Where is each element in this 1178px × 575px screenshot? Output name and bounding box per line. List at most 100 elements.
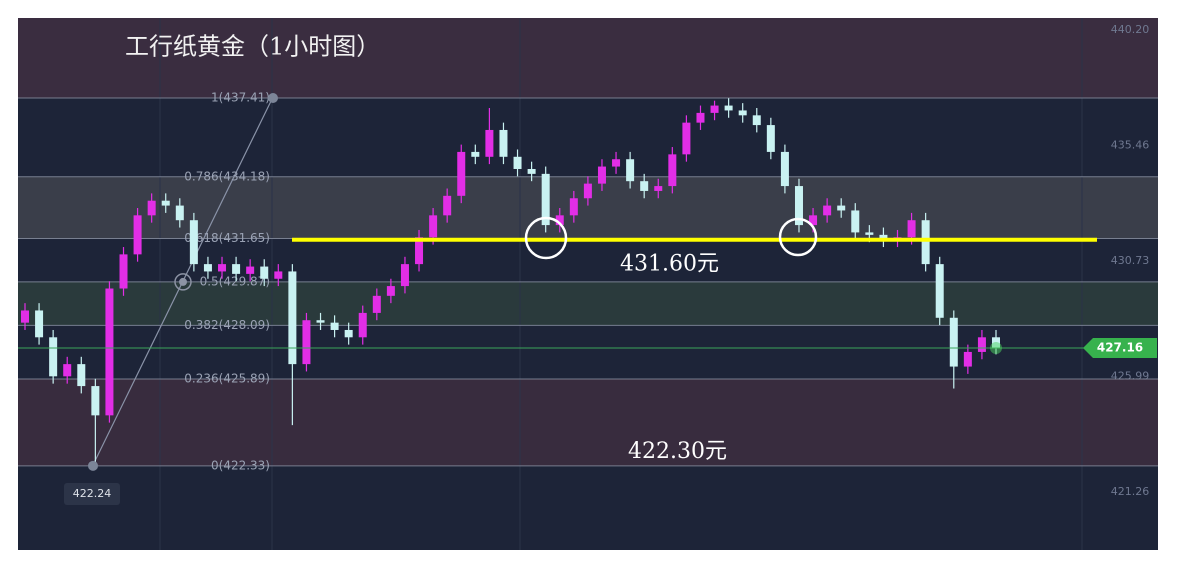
- chart-title: 工行纸黄金（1小时图）: [125, 33, 380, 61]
- anchor-dot: [174, 273, 192, 291]
- candle-body: [626, 159, 635, 182]
- anchor-dot: [268, 93, 278, 104]
- candle-body: [302, 320, 311, 365]
- fib-label: 0.5(429.87): [200, 274, 270, 288]
- candle-body: [752, 115, 761, 126]
- low-marker-box: [64, 483, 120, 506]
- candle-body: [794, 186, 803, 226]
- candle-body: [977, 337, 986, 352]
- candle-body: [415, 237, 424, 265]
- anchor-dot: [88, 460, 98, 471]
- candle-body: [766, 125, 775, 152]
- candle-body: [724, 105, 733, 111]
- candle-body: [865, 232, 874, 235]
- candle-body: [372, 295, 381, 313]
- price-tag: [1083, 338, 1157, 359]
- candle-body: [738, 110, 747, 116]
- fib-label: 0(422.33): [211, 458, 270, 472]
- y-tick-label: 435.46: [1111, 139, 1150, 152]
- support-label: 431.60元: [620, 252, 719, 277]
- candle-body: [583, 183, 592, 199]
- candle-body: [612, 159, 621, 167]
- candle-body: [232, 264, 241, 274]
- candle-body: [175, 205, 184, 221]
- candle-body: [457, 151, 466, 196]
- candle-body: [569, 198, 578, 216]
- anchor-dot: [179, 277, 187, 286]
- price-tag-label: 427.16: [1097, 341, 1143, 355]
- candle-body: [640, 181, 649, 191]
- candle-body: [344, 329, 353, 338]
- candle-body: [203, 264, 212, 272]
- candle-body: [147, 200, 156, 216]
- candle-body: [710, 105, 719, 113]
- candle-body: [696, 112, 705, 123]
- y-tick-label: 440.20: [1111, 23, 1150, 36]
- candle-body: [499, 129, 508, 157]
- candle-body: [921, 220, 930, 265]
- candle-body: [949, 317, 958, 367]
- candle-body: [527, 168, 536, 174]
- highlight-circle: [524, 216, 568, 260]
- candle-body: [133, 215, 142, 255]
- low-marker: 422.24: [73, 487, 112, 500]
- y-tick-label: 430.73: [1111, 254, 1150, 267]
- band: [18, 18, 1158, 99]
- candle-body: [161, 200, 170, 206]
- candle-body: [780, 151, 789, 187]
- candle-body: [541, 173, 550, 226]
- candle-body: [935, 264, 944, 318]
- candle-body: [654, 186, 663, 191]
- candle-body: [77, 364, 86, 387]
- band: [18, 379, 1158, 466]
- candle-body: [837, 205, 846, 211]
- candle-body: [879, 234, 888, 240]
- candle-body: [35, 310, 44, 338]
- candle-body: [49, 337, 58, 377]
- candle-body: [189, 220, 198, 265]
- candle-body: [597, 166, 606, 184]
- candle-body: [513, 156, 522, 169]
- band: [18, 238, 1158, 282]
- candle-body: [668, 154, 677, 187]
- candle-body: [851, 210, 860, 233]
- candle-body: [218, 264, 227, 272]
- candle-body: [429, 215, 438, 238]
- band: [18, 465, 1158, 550]
- current-price-dot: [990, 342, 1002, 355]
- candle-body: [119, 254, 128, 289]
- candle-body: [246, 266, 255, 274]
- candle-body: [358, 312, 367, 338]
- candle-body: [260, 266, 269, 279]
- candle-body: [823, 205, 832, 216]
- candle-body: [400, 264, 409, 287]
- candle-body: [386, 286, 395, 296]
- band: [18, 281, 1158, 326]
- fib-label: 0.618(431.65): [184, 231, 270, 245]
- candle-body: [316, 320, 325, 323]
- band: [18, 98, 1158, 177]
- y-tick-label: 421.26: [1111, 485, 1150, 498]
- candle-body: [682, 122, 691, 155]
- candle-body: [907, 220, 916, 238]
- candle-body: [330, 322, 339, 330]
- candle-body: [471, 151, 480, 157]
- y-tick-label: 425.99: [1111, 370, 1150, 383]
- candle-body: [274, 271, 283, 279]
- candle-body: [443, 195, 452, 216]
- candle-body: [91, 386, 100, 416]
- candle-body: [963, 351, 972, 367]
- annotation: 422.30元: [628, 439, 727, 464]
- candle-body: [809, 215, 818, 226]
- fib-label: 0.382(428.09): [184, 318, 270, 332]
- candle-body: [63, 364, 72, 377]
- candle-body: [21, 310, 29, 323]
- candle-body: [105, 288, 114, 416]
- fib-label: 0.236(425.89): [184, 372, 270, 386]
- highlight-circle: [778, 217, 818, 257]
- candle-body: [288, 271, 297, 365]
- candle-body: [555, 215, 564, 226]
- fib-label: 1(437.41): [211, 91, 270, 105]
- candle-body: [485, 129, 494, 157]
